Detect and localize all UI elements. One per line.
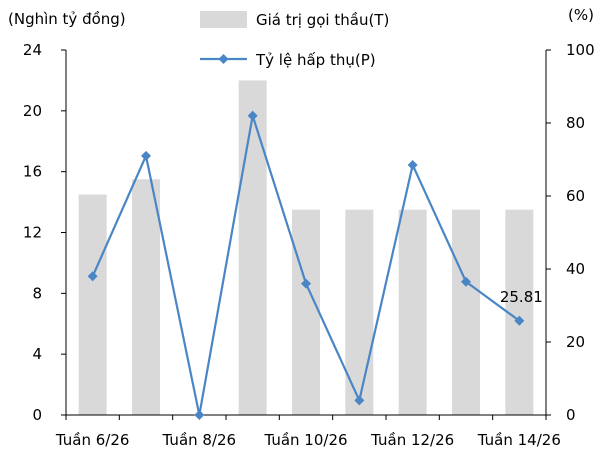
- x-tick-label: Tuần 6/26: [55, 431, 130, 449]
- left-tick-label: 0: [32, 406, 42, 424]
- bars-layer: [78, 80, 534, 416]
- legend-bar-label: Giá trị gọi thầu(T): [256, 11, 389, 29]
- legend-bar-swatch: [200, 11, 247, 28]
- data-label: 25.81: [500, 288, 543, 306]
- right-tick-label: 0: [566, 406, 576, 424]
- line-point: [87, 271, 98, 282]
- x-tick-label: Tuần 10/26: [263, 431, 347, 449]
- bar: [398, 209, 427, 415]
- labels-layer: 25.81: [500, 288, 543, 306]
- right-tick-label: 100: [566, 41, 595, 59]
- right-tick-label: 60: [566, 187, 585, 205]
- legend-line-label: Tỷ lệ hấp thụ(P): [255, 51, 376, 69]
- legend: Giá trị gọi thầu(T) Tỷ lệ hấp thụ(P): [200, 11, 389, 69]
- legend-line-marker: [218, 54, 229, 64]
- left-tick-label: 16: [23, 163, 42, 181]
- left-tick-label: 24: [23, 41, 42, 59]
- axes-layer: 0 4 8 12 16 20 24 0 20 40 60 80 100 Tuần 6/26 Tuần 8/2…: [23, 41, 595, 449]
- line-point: [461, 276, 471, 287]
- line-point: [194, 410, 205, 420]
- line-point: [354, 395, 365, 406]
- bar: [78, 194, 107, 415]
- x-tick-label: Tuần 12/26: [370, 431, 454, 449]
- bar: [345, 209, 374, 415]
- left-axis-title: (Nghìn tỷ đồng): [8, 10, 126, 28]
- left-tick-label: 12: [23, 224, 42, 242]
- line-point: [141, 150, 151, 161]
- bar: [505, 209, 534, 415]
- bar: [292, 209, 320, 415]
- right-tick-label: 80: [566, 114, 585, 132]
- line-point: [247, 110, 258, 121]
- right-axis-title: (%): [568, 6, 594, 24]
- left-tick-label: 8: [32, 284, 42, 302]
- bar: [452, 209, 480, 415]
- x-tick-label: Tuần 14/26: [477, 431, 561, 449]
- left-tick-label: 20: [23, 102, 42, 120]
- bar: [132, 179, 160, 415]
- right-tick-label: 40: [566, 260, 585, 278]
- x-tick-label: Tuần 8/26: [162, 431, 237, 449]
- right-tick-label: 20: [566, 333, 585, 351]
- line-point: [407, 159, 418, 170]
- line-layer: [87, 110, 525, 420]
- line-point: [514, 315, 525, 326]
- bar: [238, 80, 267, 416]
- line-point: [301, 278, 311, 289]
- left-tick-label: 4: [32, 345, 42, 363]
